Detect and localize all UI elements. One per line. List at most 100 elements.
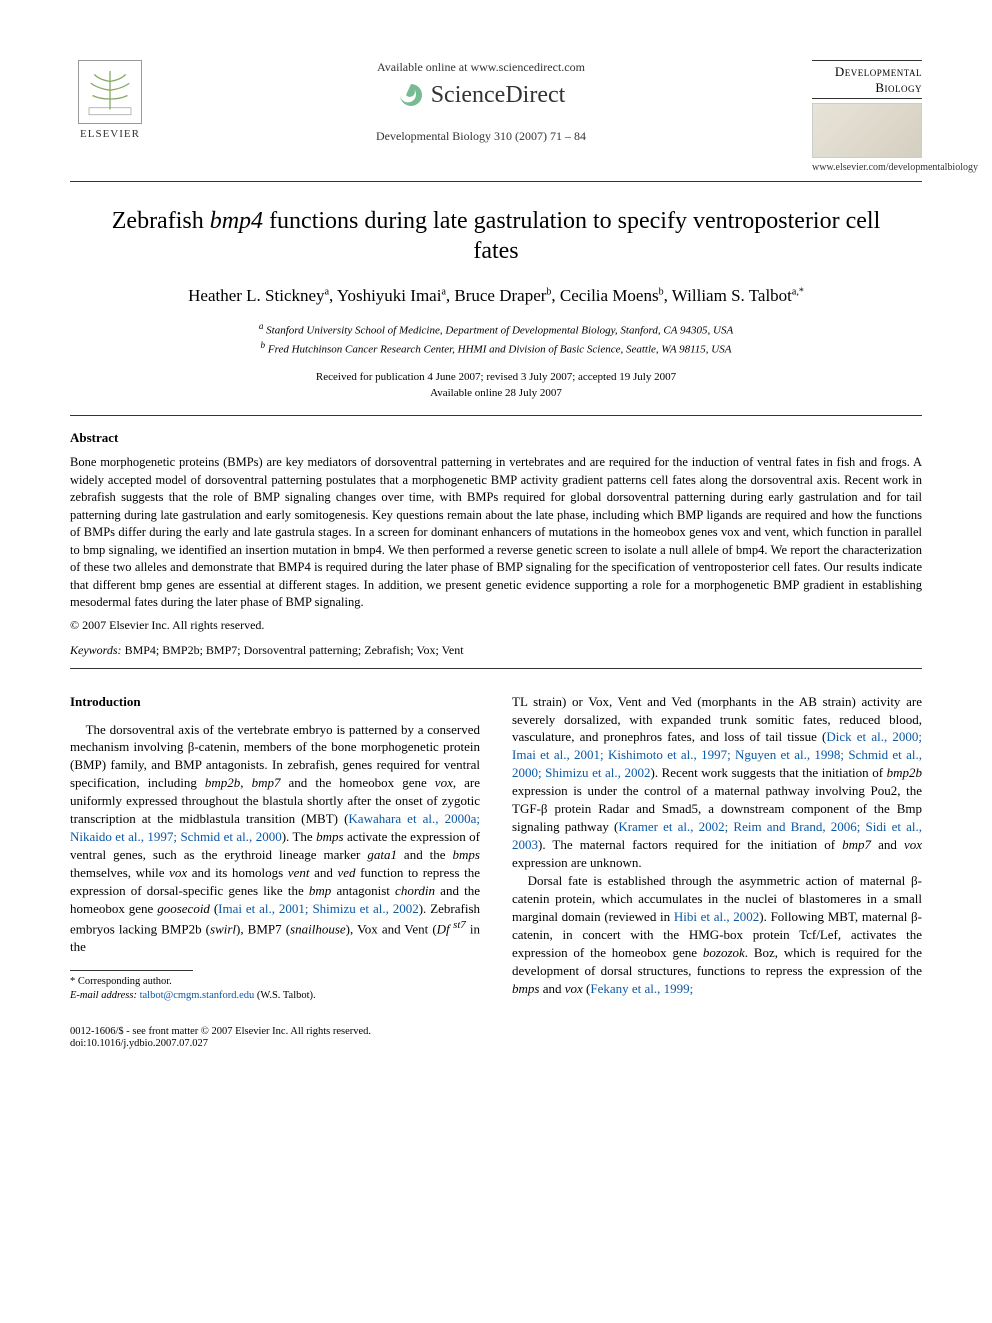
right-para-2: Dorsal fate is established through the a… [512, 872, 922, 998]
footer-front-matter: 0012-1606/$ - see front matter © 2007 El… [70, 1026, 922, 1037]
t: ( [210, 901, 218, 916]
g: bmp7 [842, 837, 871, 852]
intro-para-1: The dorsoventral axis of the vertebrate … [70, 721, 480, 957]
corresponding-author: * Corresponding author. E-mail address: … [70, 975, 480, 1002]
journal-cover-thumbnail-icon [812, 103, 922, 158]
authors-line: Heather L. Stickneya, Yoshiyuki Imaia, B… [70, 286, 922, 306]
keywords-label: Keywords: [70, 643, 122, 657]
affiliation-b-text: Fred Hutchinson Cancer Research Center, … [268, 344, 732, 356]
t: expression are unknown. [512, 855, 642, 870]
g: vox [904, 837, 922, 852]
g: bmp7 [252, 775, 281, 790]
affiliation-a: a Stanford University School of Medicine… [70, 320, 922, 339]
author-1: Heather L. Stickney [188, 286, 324, 305]
elsevier-tree-icon [78, 60, 142, 124]
g: bozozok [703, 945, 745, 960]
journal-cover-title: Developmental Biology [812, 60, 922, 99]
abstract-top-rule [70, 415, 922, 416]
corr-email-link[interactable]: talbot@cmgm.stanford.edu [137, 990, 257, 1001]
g: vent [288, 865, 310, 880]
sciencedirect-text: ScienceDirect [431, 82, 566, 109]
t: and the homeobox gene [280, 775, 434, 790]
page-header: ELSEVIER Available online at www.science… [70, 60, 922, 173]
t: and [309, 865, 337, 880]
g: vox [565, 981, 583, 996]
g: vox [435, 775, 453, 790]
t: , [240, 775, 251, 790]
g: bmp [309, 883, 331, 898]
affiliations: a Stanford University School of Medicine… [70, 320, 922, 358]
available-online-text: Available online at www.sciencedirect.co… [170, 60, 792, 75]
t: and [539, 981, 564, 996]
g: goosecoid [157, 901, 210, 916]
elsevier-logo: ELSEVIER [70, 60, 150, 140]
right-column: TL strain) or Vox, Vent and Ved (morphan… [512, 693, 922, 1003]
center-header: Available online at www.sciencedirect.co… [150, 60, 812, 144]
author-2: Yoshiyuki Imai [337, 286, 442, 305]
keywords-line: Keywords: BMP4; BMP2b; BMP7; Dorsoventra… [70, 643, 922, 658]
abstract-heading: Abstract [70, 430, 922, 446]
corr-author-rule [70, 970, 193, 971]
g: ved [337, 865, 355, 880]
author-2-aff: a [441, 287, 445, 298]
title-part1: Zebrafish [112, 208, 210, 234]
title-part2: functions during late gastrulation to sp… [263, 208, 880, 264]
g: gata1 [367, 847, 397, 862]
abstract-bottom-rule [70, 668, 922, 669]
citation-link[interactable]: Fekany et al., 1999; [590, 981, 693, 996]
introduction-heading: Introduction [70, 693, 480, 711]
t: antagonist [331, 883, 395, 898]
corr-email-tail: (W.S. Talbot). [257, 990, 316, 1001]
author-5-aff: a,* [792, 287, 804, 298]
g: bmps [512, 981, 539, 996]
author-4-aff: b [659, 287, 664, 298]
author-1-aff: a [325, 287, 329, 298]
title-gene: bmp4 [210, 208, 263, 234]
citation-link[interactable]: Imai et al., 2001; Shimizu et al., 2002 [218, 901, 419, 916]
right-para-1: TL strain) or Vox, Vent and Ved (morphan… [512, 693, 922, 872]
g: swirl [210, 921, 236, 936]
t: ). Recent work suggests that the initiat… [650, 765, 886, 780]
g: bmps [453, 847, 480, 862]
journal-reference: Developmental Biology 310 (2007) 71 – 84 [170, 129, 792, 144]
t: themselves, while [70, 865, 169, 880]
citation-link[interactable]: Hibi et al., 2002 [674, 909, 759, 924]
author-5: William S. Talbot [672, 286, 792, 305]
sup: st7 [450, 919, 466, 931]
author-4: Cecilia Moens [560, 286, 659, 305]
t: ), Vox and Vent ( [346, 921, 437, 936]
author-3: Bruce Draper [454, 286, 546, 305]
body-columns: Introduction The dorsoventral axis of th… [70, 693, 922, 1003]
g: bmps [316, 829, 343, 844]
abstract-text: Bone morphogenetic proteins (BMPs) are k… [70, 454, 922, 612]
online-date: Available online 28 July 2007 [70, 386, 922, 401]
keywords-text: BMP4; BMP2b; BMP7; Dorsoventral patterni… [122, 643, 464, 657]
page-footer: 0012-1606/$ - see front matter © 2007 El… [70, 1026, 922, 1049]
copyright-line: © 2007 Elsevier Inc. All rights reserved… [70, 618, 922, 633]
t: and its homologs [187, 865, 288, 880]
t: and [871, 837, 904, 852]
g: bmp2b [205, 775, 240, 790]
affiliation-a-text: Stanford University School of Medicine, … [266, 325, 733, 337]
g: Df [437, 921, 450, 936]
header-rule [70, 181, 922, 182]
t: and the [397, 847, 453, 862]
sciencedirect-swirl-icon [397, 81, 425, 109]
corr-email-label: E-mail address: [70, 990, 137, 1001]
g: vox [169, 865, 187, 880]
corr-email-line: E-mail address: talbot@cmgm.stanford.edu… [70, 989, 480, 1003]
left-column: Introduction The dorsoventral axis of th… [70, 693, 480, 1003]
journal-cover-block: Developmental Biology www.elsevier.com/d… [812, 60, 922, 173]
elsevier-label: ELSEVIER [80, 128, 140, 140]
article-title: Zebrafish bmp4 functions during late gas… [110, 206, 882, 266]
article-dates: Received for publication 4 June 2007; re… [70, 370, 922, 401]
t: ), BMP7 ( [236, 921, 290, 936]
sciencedirect-logo: ScienceDirect [397, 81, 566, 109]
g: chordin [395, 883, 435, 898]
t: ). The maternal factors required for the… [538, 837, 842, 852]
affiliation-b: b Fred Hutchinson Cancer Research Center… [70, 339, 922, 358]
journal-url: www.elsevier.com/developmentalbiology [812, 162, 922, 173]
corr-label: * Corresponding author. [70, 975, 480, 989]
footer-doi: doi:10.1016/j.ydbio.2007.07.027 [70, 1038, 922, 1049]
t: ). The [282, 829, 316, 844]
